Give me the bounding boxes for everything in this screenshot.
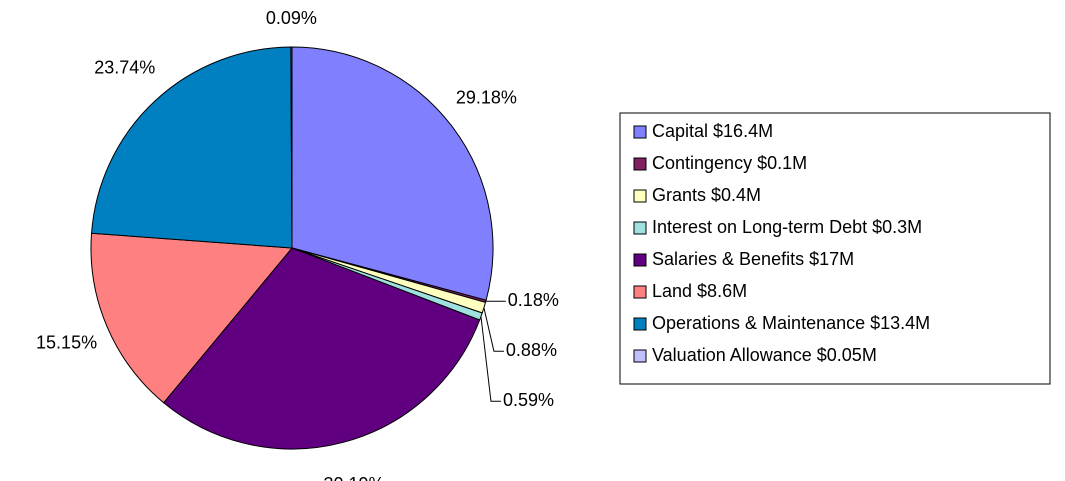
pie-slice — [91, 46, 293, 249]
legend-label: Capital $16.4M — [652, 121, 773, 141]
legend-label: Valuation Allowance $0.05M — [652, 345, 877, 365]
legend-swatch — [633, 317, 647, 331]
pie-slice — [290, 46, 293, 249]
data-label: 0.18% — [508, 290, 559, 310]
data-label: 0.09% — [266, 8, 317, 28]
legend-swatch — [633, 189, 647, 203]
data-label: 23.74% — [94, 58, 155, 78]
legend-swatch — [633, 157, 647, 171]
legend-swatch — [633, 125, 647, 139]
legend-label: Contingency $0.1M — [652, 153, 807, 173]
leader-line — [480, 316, 501, 402]
data-label: 0.59% — [503, 390, 554, 410]
legend-swatch — [633, 285, 647, 299]
legend-label: Operations & Maintenance $13.4M — [652, 313, 930, 333]
legend-label: Grants $0.4M — [652, 185, 761, 205]
data-label: 0.88% — [506, 340, 557, 360]
pie-slice — [90, 232, 294, 404]
data-label: 29.18% — [456, 88, 517, 108]
leader-line — [483, 307, 504, 352]
pie-slice — [291, 46, 494, 301]
pie-slice — [162, 247, 481, 450]
legend-label: Land $8.6M — [652, 281, 747, 301]
legend-swatch — [633, 221, 647, 235]
legend-label: Interest on Long-term Debt $0.3M — [652, 217, 922, 237]
legend-swatch — [633, 349, 647, 363]
data-label: 30.19% — [324, 474, 385, 481]
legend-box — [619, 112, 1051, 385]
data-label: 15.15% — [36, 333, 97, 353]
legend-swatch — [633, 253, 647, 267]
legend-label: Salaries & Benefits $17M — [652, 249, 854, 269]
